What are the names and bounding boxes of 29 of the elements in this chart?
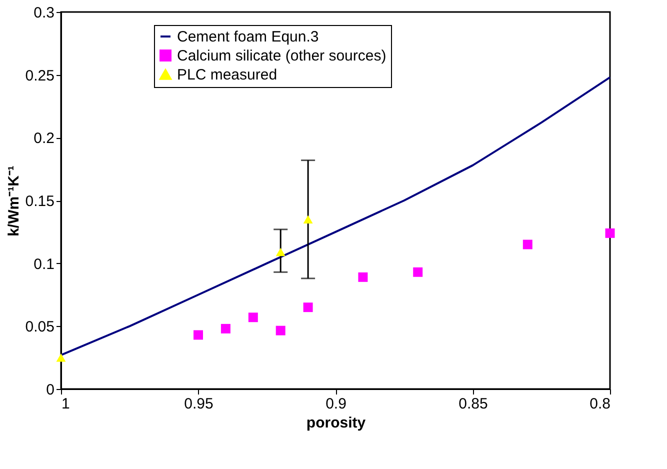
y-tick-label: 0.3 — [34, 4, 54, 22]
point — [276, 248, 286, 256]
point — [522, 240, 532, 250]
x-tick-label: 1 — [62, 396, 70, 412]
y-tick-label: 0 — [46, 382, 54, 398]
legend-label: PLC measured — [177, 66, 278, 84]
x-tick-label: 0.9 — [326, 396, 346, 412]
point — [605, 228, 615, 238]
point — [220, 324, 230, 334]
y-axis-title: k/Wm⁻¹K⁻¹ — [5, 166, 22, 236]
point — [303, 215, 313, 224]
y-tick-label: 0.25 — [25, 67, 54, 84]
x-tick-label: 0.8 — [590, 396, 610, 412]
point — [276, 326, 286, 336]
point — [303, 302, 313, 312]
point — [248, 312, 258, 322]
point — [413, 267, 423, 277]
y-tick-label: 0.2 — [34, 130, 54, 148]
point — [194, 330, 203, 340]
x-tick-label: 0.85 — [458, 396, 488, 412]
point — [56, 353, 66, 362]
y-tick-label: 0.15 — [25, 193, 54, 210]
y-tick-label: 0.05 — [25, 318, 54, 336]
point — [358, 272, 368, 282]
legend-label: Calcium silicate (other sources) — [177, 48, 386, 64]
x-tick-label: 0.95 — [184, 396, 214, 412]
legend-label: Cement foam Equn.3 — [177, 28, 319, 46]
y-tick-label: 0.1 — [34, 256, 54, 273]
x-axis-title: porosity — [306, 414, 366, 432]
